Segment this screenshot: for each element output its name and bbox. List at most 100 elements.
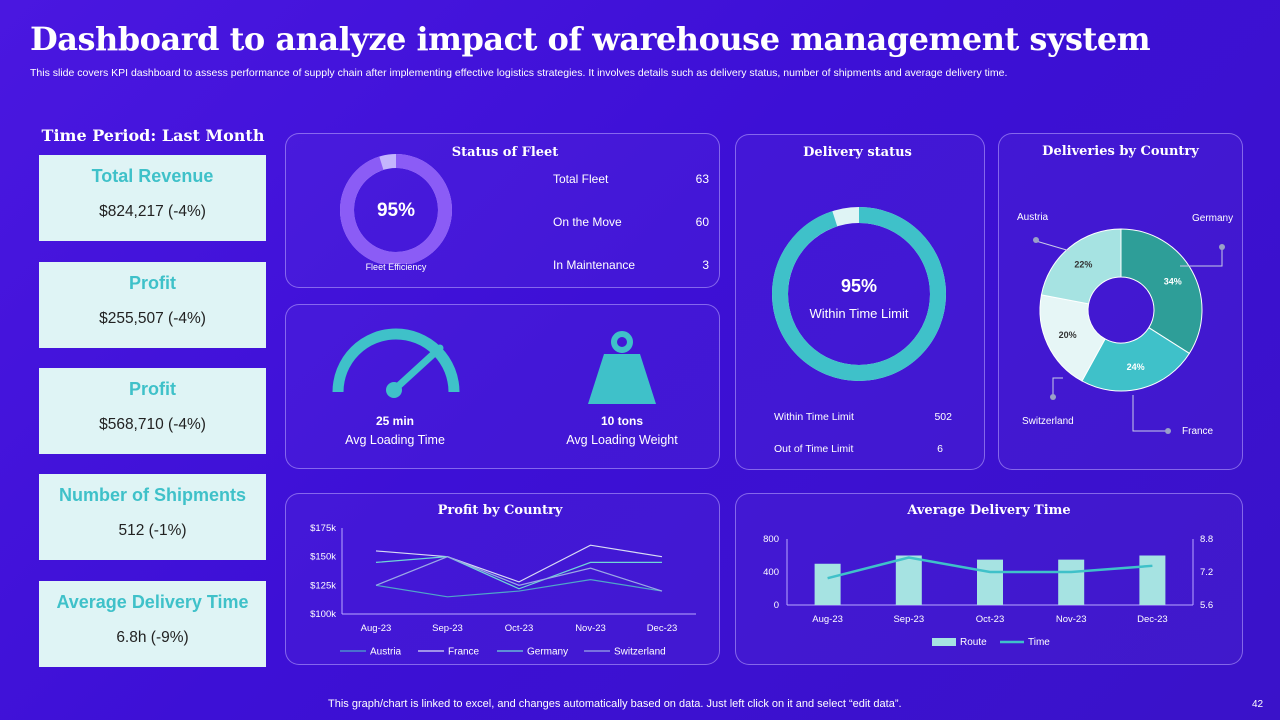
- y-tick-label: 400: [763, 567, 779, 578]
- kpi-label: Profit: [129, 273, 176, 293]
- kpi-value: $824,217 (-4%): [99, 203, 206, 220]
- loading-panel: [285, 304, 720, 469]
- legend-label: France: [448, 647, 480, 658]
- delivery-row-value: 6: [937, 443, 943, 455]
- kpi-label: Total Revenue: [91, 166, 214, 186]
- route-bar: [1058, 559, 1085, 605]
- leader-dot-france: [1165, 428, 1171, 434]
- y2-tick-label: 7.2: [1200, 567, 1213, 578]
- pie-slice-france: [1081, 326, 1191, 392]
- delivery-row-label: Within Time Limit: [774, 411, 854, 423]
- kpi-card-profit: Profit $255,507 (-4%): [39, 262, 266, 348]
- leader-dot-germany: [1219, 244, 1225, 250]
- leader-dot-switzerland: [1050, 394, 1056, 400]
- time-line: [827, 556, 1153, 580]
- y-tick-label: $175k: [310, 523, 336, 534]
- delivery-row-value: 502: [934, 411, 952, 423]
- pie-slice-label: 20%: [1059, 330, 1077, 340]
- y2-tick-label: 5.6: [1200, 600, 1213, 611]
- route-bar: [1139, 555, 1166, 605]
- pie-country-switzerland: Switzerland: [1022, 416, 1074, 427]
- speedometer-arc: [332, 328, 460, 393]
- kpi-card-total-revenue: Total Revenue $824,217 (-4%): [39, 155, 266, 241]
- weight-icon: [588, 331, 656, 404]
- route-bar: [895, 555, 922, 605]
- pie-slice-label: 22%: [1074, 260, 1092, 270]
- route-bar: [814, 563, 841, 605]
- average-delivery-time-panel: [735, 493, 1243, 665]
- fleet-row-label: On the Move: [553, 215, 622, 229]
- pie-slice-switzerland: [1039, 294, 1106, 382]
- y-tick-label: $100k: [310, 609, 336, 620]
- legend-label: Route: [960, 637, 987, 648]
- leader-line-france: [1132, 395, 1168, 432]
- kpi-card-profit-2: Profit $568,710 (-4%): [39, 368, 266, 454]
- delivery-percent: 95%: [840, 276, 878, 296]
- kpi-value: $255,507 (-4%): [99, 310, 206, 327]
- weight-body: [588, 354, 656, 404]
- page-title: Dashboard to analyze impact of warehouse…: [30, 20, 1151, 58]
- leader-line-germany: [1180, 247, 1223, 267]
- fleet-efficiency-value: 95%: [376, 200, 416, 221]
- x-tick-label: Aug-23: [361, 623, 392, 634]
- average-delivery-time-title: Average Delivery Time: [907, 503, 1071, 518]
- series-line-switzerland: [375, 556, 663, 592]
- x-tick-label: Nov-23: [575, 623, 606, 634]
- pie-country-germany: Germany: [1192, 213, 1234, 224]
- pie-slice-label: 34%: [1164, 277, 1182, 287]
- series-line-germany: [375, 556, 662, 590]
- kpi-card-number-of-shipments: Number of Shipments 512 (-1%): [39, 474, 266, 560]
- speedometer-icon: [332, 328, 460, 398]
- average-delivery-time-chart: 0 400 800 5.6 7.2 8.8 Aug-23 Sep-23 Oct-23 Nov-23…: [763, 534, 1213, 648]
- weight-handle: [611, 331, 633, 353]
- y-tick-label: 0: [774, 600, 779, 611]
- legend-label: Switzerland: [614, 647, 666, 658]
- x-tick-label: Nov-23: [1056, 614, 1087, 625]
- fleet-row-label: Total Fleet: [553, 172, 609, 186]
- footer-note: This graph/chart is linked to excel, and…: [328, 698, 902, 710]
- delivery-percent-label: Within Time Limit: [809, 306, 909, 321]
- legend-label: Austria: [370, 647, 402, 658]
- leader-dot-austria: [1033, 237, 1039, 243]
- avg-loading-time-value: 25 min: [375, 414, 414, 428]
- x-tick-label: Sep-23: [893, 614, 924, 625]
- legend-swatch-route: [932, 638, 956, 646]
- kpi-value: $568,710 (-4%): [99, 416, 206, 433]
- profit-by-country-chart: $100k $125k $150k $175k Aug-23 Sep-23 Oct-23 No…: [310, 523, 696, 658]
- x-tick-label: Sep-23: [432, 623, 463, 634]
- avg-loading-weight-label: Avg Loading Weight: [566, 433, 678, 447]
- delivery-status-title: Delivery status: [803, 145, 912, 160]
- kpi-card-average-delivery-time: Average Delivery Time 6.8h (-9%): [39, 581, 266, 667]
- profit-by-country-panel: [285, 493, 720, 665]
- fleet-ring-fill: [340, 154, 452, 264]
- pie-country-france: France: [1182, 426, 1214, 437]
- deliveries-pie-chart: 34% 24% 20% 22%: [1033, 228, 1225, 434]
- y-tick-label: 800: [763, 534, 779, 545]
- series-line-france: [375, 544, 663, 583]
- x-tick-label: Aug-23: [812, 614, 843, 625]
- delivery-status-donut: [772, 207, 946, 381]
- fleet-row-value: 60: [695, 215, 709, 229]
- fleet-efficiency-ring: [340, 154, 452, 264]
- leader-line-austria: [1035, 240, 1071, 252]
- legend-label: Time: [1028, 637, 1050, 648]
- delivery-ring-fill: [772, 207, 946, 381]
- x-tick-label: Oct-23: [505, 623, 534, 634]
- fleet-efficiency-label: Fleet Efficiency: [365, 262, 427, 272]
- fleet-row-label: In Maintenance: [553, 258, 636, 272]
- avg-loading-time-label: Avg Loading Time: [345, 433, 445, 447]
- time-period-label: Time Period: Last Month: [41, 126, 265, 145]
- kpi-value: 6.8h (-9%): [116, 629, 189, 646]
- x-tick-label: Oct-23: [976, 614, 1005, 625]
- delivery-row-label: Out of Time Limit: [774, 443, 854, 455]
- speedometer-needle: [390, 344, 444, 394]
- y-tick-label: $150k: [310, 552, 336, 563]
- y2-tick-label: 8.8: [1200, 534, 1213, 545]
- route-bar: [977, 559, 1003, 605]
- leader-line-switzerland: [1052, 377, 1063, 397]
- pie-country-austria: Austria: [1017, 212, 1049, 223]
- status-of-fleet-title: Status of Fleet: [451, 145, 559, 160]
- speedometer-hub: [386, 382, 402, 398]
- kpi-label: Number of Shipments: [58, 485, 246, 505]
- x-tick-label: Dec-23: [1137, 614, 1168, 625]
